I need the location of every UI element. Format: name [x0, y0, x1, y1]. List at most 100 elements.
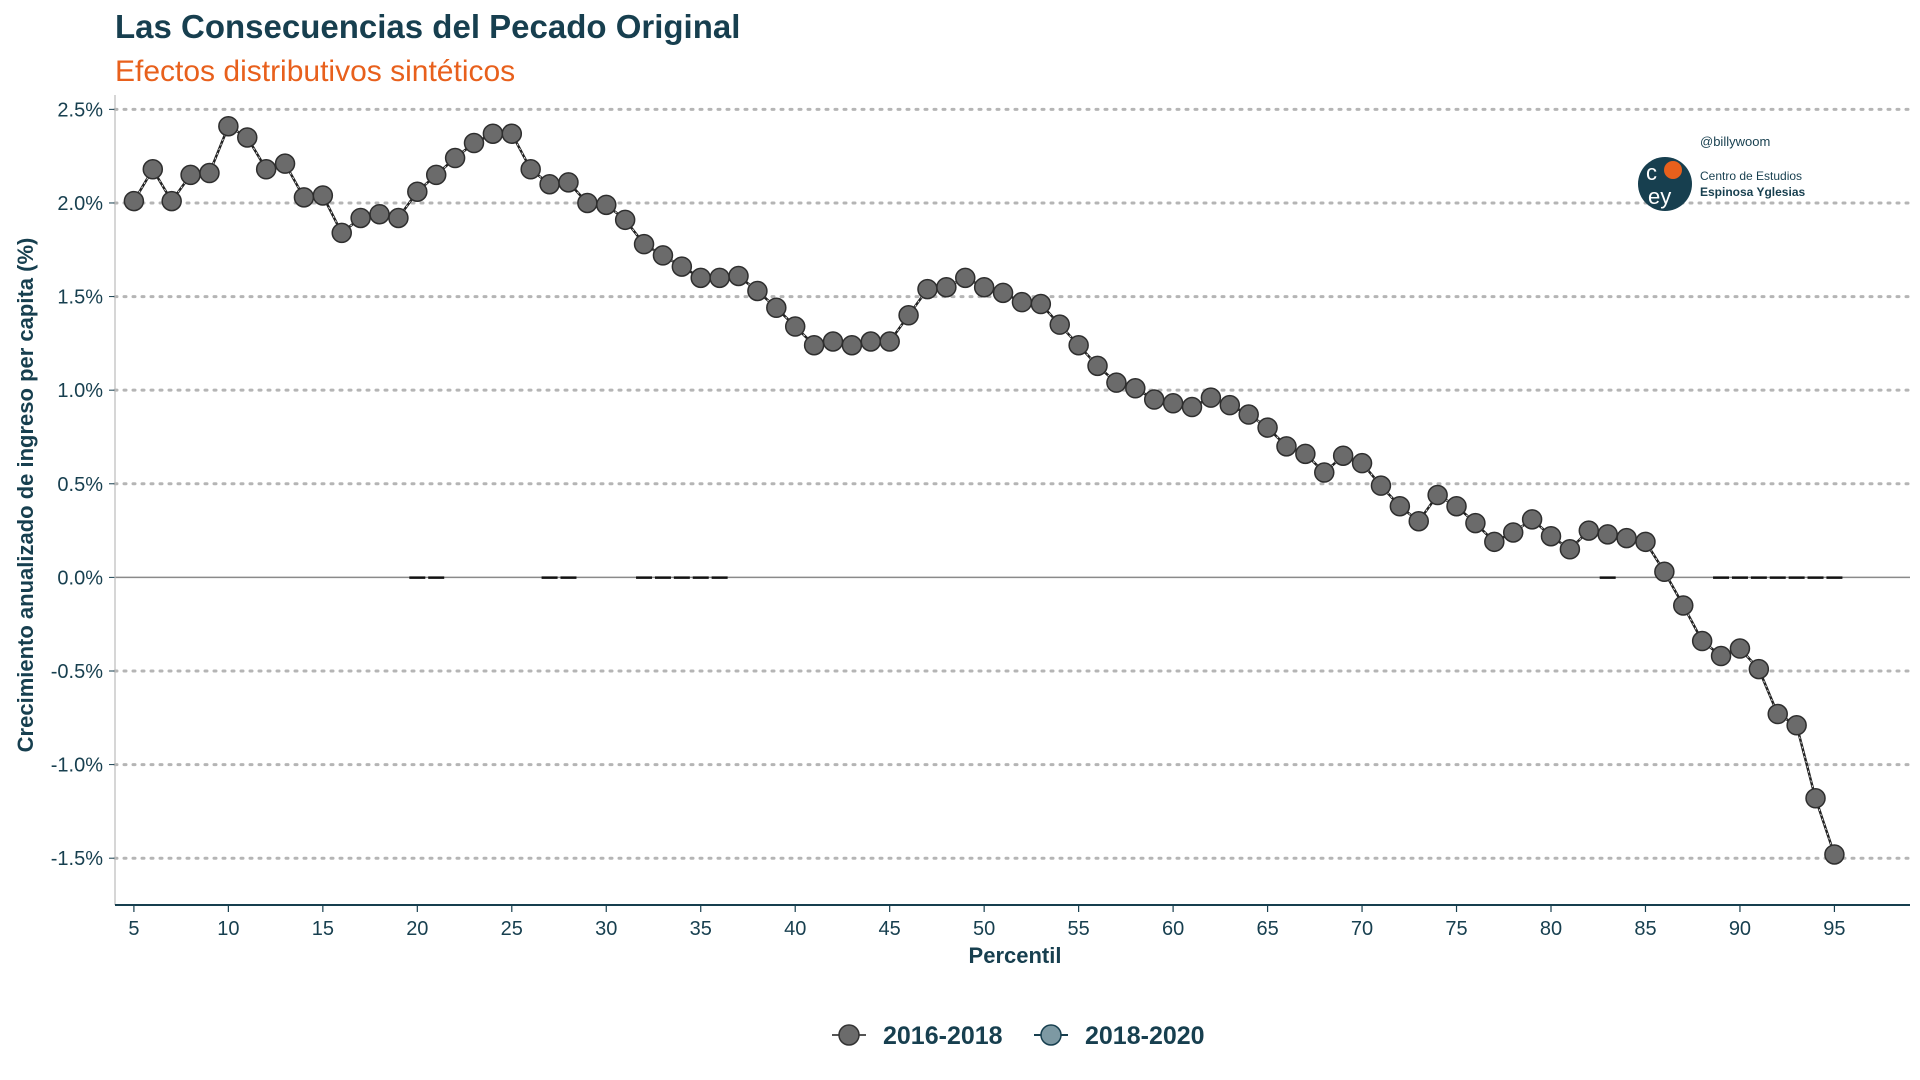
point-2016-2018[interactable] — [766, 297, 787, 319]
legend-item-2018-2020[interactable]: 2018-2020 — [1034, 1022, 1205, 1050]
legend-item-2016-2018[interactable]: 2016-2018 — [832, 1022, 1003, 1050]
point-2016-2018[interactable] — [1446, 495, 1467, 517]
point-2016-2018[interactable] — [161, 190, 182, 212]
x-tick-label: 85 — [1634, 918, 1656, 940]
point-2016-2018[interactable] — [822, 331, 844, 352]
point-2016-2018[interactable] — [1427, 484, 1448, 506]
point-2016-2018[interactable] — [1238, 404, 1259, 425]
point-2016-2018[interactable] — [1295, 443, 1316, 465]
point-2016-2018[interactable] — [1465, 512, 1486, 534]
point-2016-2018[interactable] — [539, 173, 560, 195]
point-2016-2018[interactable] — [274, 153, 296, 174]
point-2016-2018[interactable] — [841, 334, 863, 356]
point-2016-2018[interactable] — [218, 115, 239, 137]
point-2016-2018[interactable] — [142, 159, 164, 180]
point-2016-2018[interactable] — [369, 203, 390, 225]
point-2016-2018[interactable] — [747, 280, 768, 302]
point-2016-2018[interactable] — [293, 187, 315, 208]
point-2016-2018[interactable] — [1125, 378, 1146, 399]
point-2016-2018[interactable] — [973, 276, 995, 298]
point-2016-2018[interactable] — [199, 162, 220, 184]
point-2016-2018[interactable] — [671, 256, 693, 277]
point-2016-2018[interactable] — [1370, 475, 1392, 496]
point-2016-2018[interactable] — [1729, 638, 1751, 659]
point-2016-2018[interactable] — [1276, 436, 1297, 457]
point-2016-2018[interactable] — [444, 147, 466, 169]
point-2016-2018[interactable] — [1767, 703, 1788, 725]
point-2018-2020 — [1788, 576, 1805, 579]
point-2016-2018[interactable] — [1540, 525, 1562, 547]
point-2016-2018[interactable] — [633, 233, 655, 255]
point-2016-2018[interactable] — [1673, 595, 1694, 616]
point-2016-2018[interactable] — [1181, 396, 1203, 418]
point-2016-2018[interactable] — [331, 222, 352, 244]
point-2016-2018[interactable] — [860, 331, 882, 352]
point-2016-2018[interactable] — [180, 164, 201, 186]
point-2016-2018[interactable] — [1389, 495, 1411, 517]
point-2016-2018[interactable] — [407, 181, 428, 202]
point-2016-2018[interactable] — [784, 316, 806, 337]
point-2016-2018[interactable] — [614, 209, 636, 231]
point-2016-2018[interactable] — [803, 334, 825, 356]
point-2016-2018[interactable] — [237, 127, 258, 148]
point-2016-2018[interactable] — [1332, 445, 1354, 466]
ceey-logo: c ey Centro de Estudios Espinosa Yglesia… — [1638, 157, 1805, 211]
point-2016-2018[interactable] — [709, 267, 730, 289]
point-2016-2018[interactable] — [558, 172, 579, 193]
point-2016-2018[interactable] — [1484, 531, 1505, 553]
point-2018-2020 — [1713, 576, 1730, 579]
point-2016-2018[interactable] — [1559, 539, 1581, 560]
point-2016-2018[interactable] — [917, 278, 938, 300]
point-2016-2018[interactable] — [1162, 393, 1184, 414]
point-2016-2018[interactable] — [1578, 520, 1600, 541]
point-2016-2018[interactable] — [936, 276, 957, 298]
point-2016-2018[interactable] — [482, 123, 504, 144]
point-2016-2018[interactable] — [1502, 522, 1524, 543]
point-2016-2018[interactable] — [1257, 417, 1278, 438]
point-2016-2018[interactable] — [879, 331, 900, 352]
point-2016-2018[interactable] — [992, 282, 1014, 304]
point-2016-2018[interactable] — [1691, 630, 1713, 652]
point-2016-2018[interactable] — [898, 305, 919, 326]
point-2016-2018[interactable] — [463, 132, 485, 154]
point-2016-2018[interactable] — [596, 194, 617, 216]
point-2016-2018[interactable] — [520, 159, 541, 180]
point-2016-2018[interactable] — [312, 185, 334, 206]
point-2016-2018[interactable] — [1219, 394, 1241, 416]
point-2016-2018[interactable] — [1087, 355, 1108, 377]
point-2016-2018[interactable] — [1635, 531, 1656, 553]
point-2016-2018[interactable] — [1786, 715, 1807, 736]
point-2016-2018[interactable] — [425, 164, 447, 186]
point-2016-2018[interactable] — [1200, 387, 1222, 408]
point-2016-2018[interactable] — [955, 267, 976, 289]
point-2016-2018[interactable] — [1068, 334, 1089, 356]
point-2016-2018[interactable] — [690, 267, 711, 289]
point-2016-2018[interactable] — [1030, 293, 1052, 315]
point-2016-2018[interactable] — [350, 207, 371, 229]
point-2016-2018[interactable] — [1049, 314, 1070, 335]
point-2016-2018[interactable] — [1521, 509, 1543, 530]
x-tick-label: 70 — [1351, 918, 1373, 940]
point-2016-2018[interactable] — [1805, 788, 1826, 809]
point-2018-2020 — [560, 576, 577, 579]
point-2016-2018[interactable] — [501, 123, 523, 144]
point-2016-2018[interactable] — [1597, 524, 1618, 545]
point-2016-2018[interactable] — [1616, 527, 1637, 549]
point-2016-2018[interactable] — [1824, 844, 1845, 865]
point-2016-2018[interactable] — [1106, 372, 1127, 393]
point-2016-2018[interactable] — [388, 207, 409, 229]
point-2016-2018[interactable] — [1710, 645, 1732, 667]
x-tick-label: 30 — [595, 918, 617, 940]
point-2016-2018[interactable] — [728, 265, 749, 287]
point-2016-2018[interactable] — [1011, 291, 1033, 313]
point-2016-2018[interactable] — [1654, 561, 1675, 583]
point-2016-2018[interactable] — [652, 245, 674, 266]
point-2016-2018[interactable] — [577, 192, 598, 214]
point-2016-2018[interactable] — [1408, 510, 1429, 532]
point-2016-2018[interactable] — [255, 159, 277, 180]
point-2016-2018[interactable] — [1351, 452, 1373, 474]
point-2016-2018[interactable] — [123, 190, 145, 212]
point-2016-2018[interactable] — [1748, 658, 1770, 680]
point-2016-2018[interactable] — [1314, 462, 1335, 483]
point-2016-2018[interactable] — [1143, 389, 1165, 410]
